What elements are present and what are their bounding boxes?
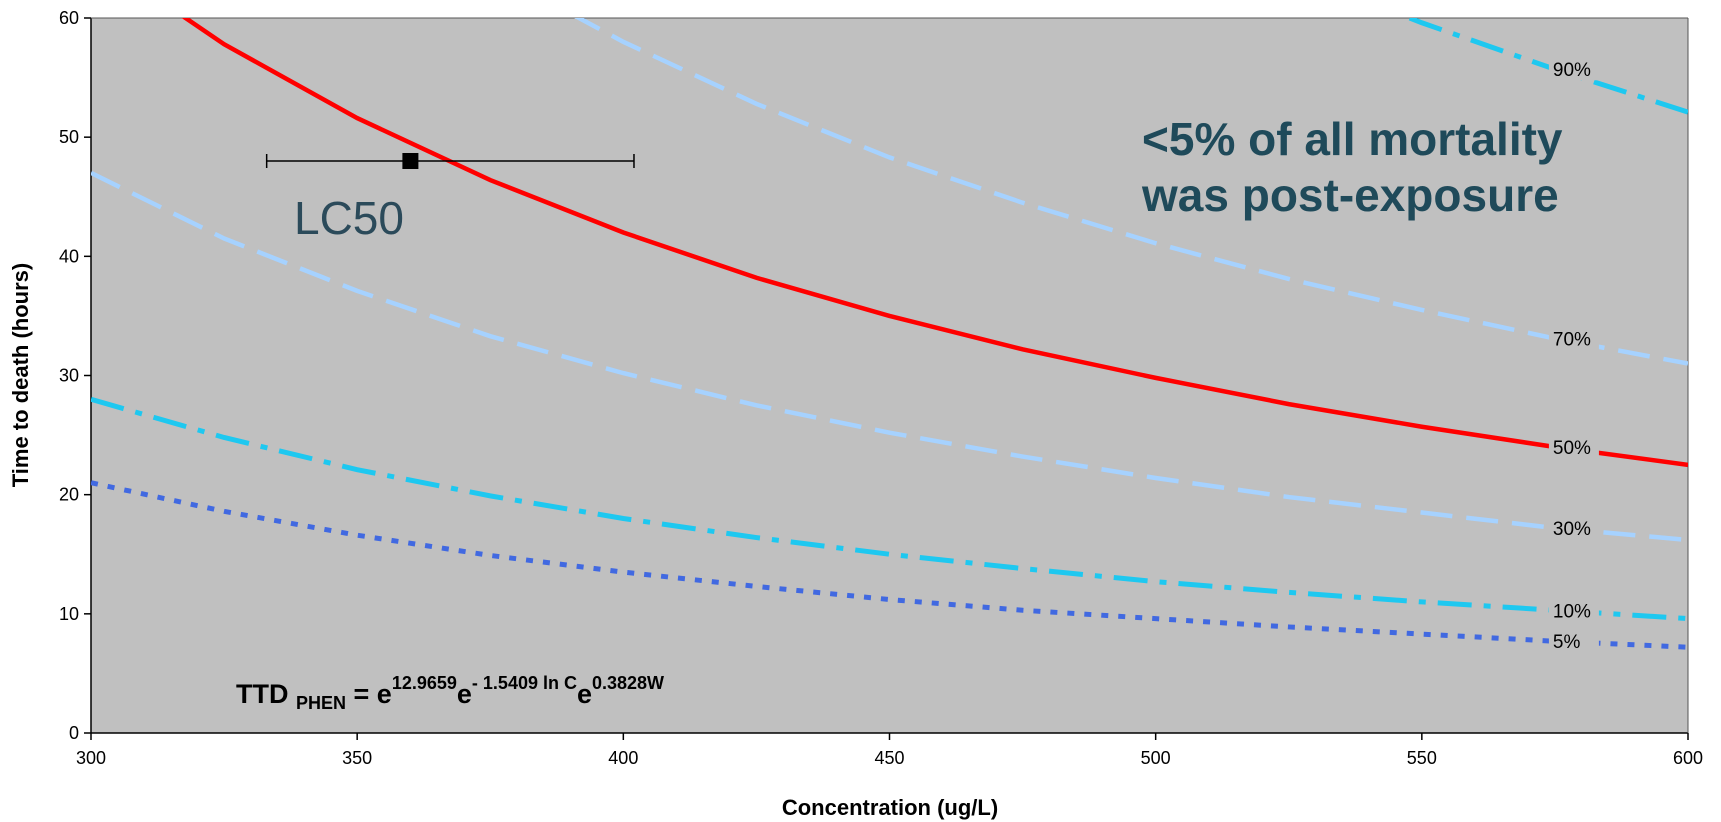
- y-tick-label: 60: [59, 8, 79, 28]
- formula-part: e: [457, 679, 472, 709]
- formula-sub: PHEN: [296, 693, 346, 713]
- series-label-bg: [1548, 56, 1599, 81]
- y-tick-label: 0: [69, 723, 79, 743]
- series-label: 5%: [1553, 632, 1581, 653]
- series-line: [91, 170, 1688, 543]
- lc50-label: LC50: [294, 192, 404, 244]
- series-label-bg: [1548, 628, 1599, 653]
- series-line: [574, 18, 1688, 366]
- series-label: 10%: [1553, 601, 1591, 622]
- y-tick-label: 50: [59, 127, 79, 147]
- series-label-bg: [1548, 597, 1599, 622]
- annotation-line: <5% of all mortality: [1142, 113, 1563, 165]
- formula: TTD PHEN = e12.9659e- 1.5409 ln Ce0.3828…: [236, 673, 664, 713]
- formula-part: = e: [346, 679, 392, 709]
- x-tick-label: 450: [874, 748, 904, 768]
- series-label-group: 5% 10% 30% 50% 70% 90%: [1548, 56, 1599, 653]
- x-tick-label: 500: [1141, 748, 1171, 768]
- x-tick-label: 350: [342, 748, 372, 768]
- y-tick-label: 10: [59, 604, 79, 624]
- series-line: [1402, 18, 1688, 115]
- formula-sup: 12.9659: [392, 673, 457, 693]
- series-label: 30%: [1553, 519, 1591, 540]
- x-tick-label: 300: [76, 748, 106, 768]
- formula-part: TTD: [236, 679, 296, 709]
- series-line: [181, 18, 1688, 468]
- annotation-line: was post-exposure: [1141, 169, 1559, 221]
- y-tick-label: 20: [59, 485, 79, 505]
- formula-sup: 0.3828W: [592, 673, 664, 693]
- x-axis-label: Concentration (ug/L): [782, 795, 998, 820]
- y-tick-label: 40: [59, 246, 79, 266]
- series-label-bg: [1548, 515, 1599, 540]
- series-label: 50%: [1553, 438, 1591, 459]
- x-tick-label: 550: [1407, 748, 1437, 768]
- y-tick-label: 30: [59, 366, 79, 386]
- x-tick-label: 400: [608, 748, 638, 768]
- series-line: [91, 396, 1688, 622]
- series-label-bg: [1548, 325, 1599, 350]
- series-label: 90%: [1553, 60, 1591, 81]
- series-label-bg: [1548, 434, 1599, 458]
- x-tick-label: 600: [1673, 748, 1703, 768]
- plot-area: [91, 18, 1688, 733]
- y-axis-label: Time to death (hours): [8, 263, 33, 488]
- formula-sup: - 1.5409 ln C: [472, 673, 577, 693]
- formula-part: e: [577, 679, 592, 709]
- series-group: [91, 18, 1688, 650]
- plot-background: [91, 18, 1688, 733]
- series-label: 70%: [1553, 330, 1591, 351]
- lc50-point: [402, 153, 419, 169]
